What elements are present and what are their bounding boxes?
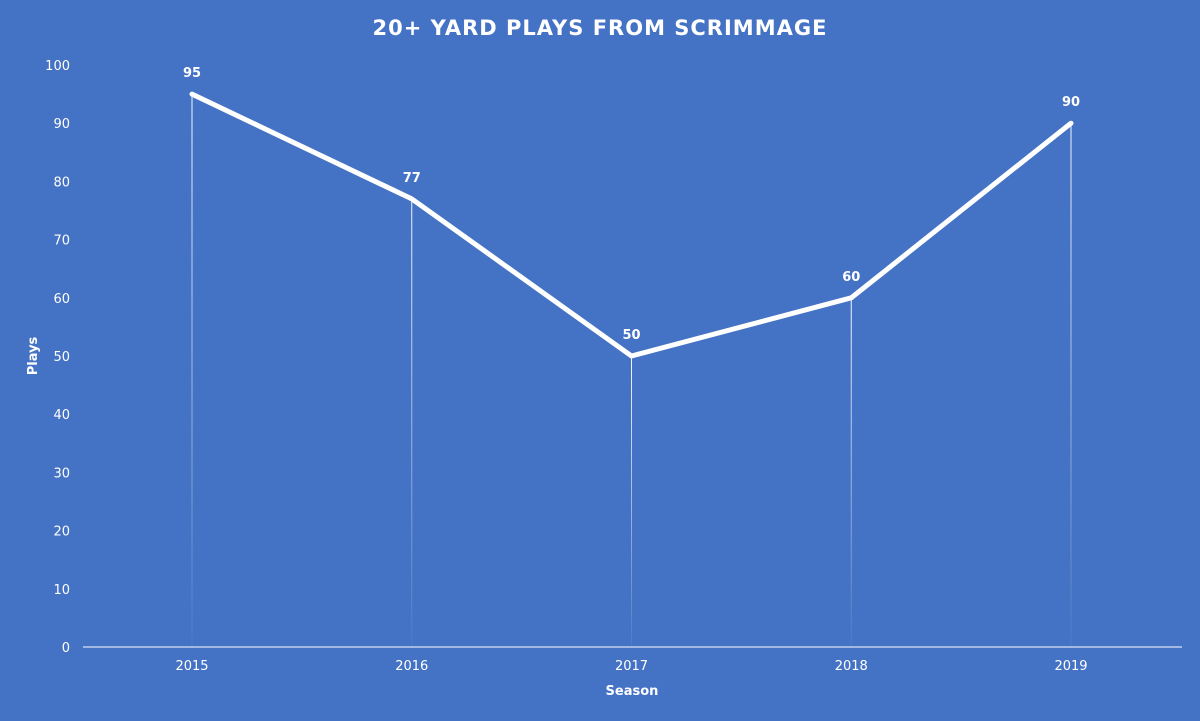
data-label: 95 <box>183 66 201 81</box>
x-tick-label: 2015 <box>175 659 208 674</box>
y-tick-label: 80 <box>53 175 70 190</box>
x-axis-ticks: 2015 2016 2017 2018 2019 <box>175 659 1087 674</box>
data-label: 77 <box>403 171 421 186</box>
x-tick-label: 2016 <box>395 659 428 674</box>
data-label: 50 <box>622 328 640 343</box>
x-tick-label: 2019 <box>1054 659 1087 674</box>
chart-title: 20+ YARD PLAYS FROM SCRIMMAGE <box>372 16 828 40</box>
y-tick-label: 40 <box>53 408 70 423</box>
y-axis-ticks: 0 10 20 30 40 50 60 70 80 90 100 <box>45 59 70 656</box>
y-tick-label: 30 <box>53 466 70 481</box>
data-label: 90 <box>1062 95 1080 110</box>
data-labels: 95 77 50 60 90 <box>183 66 1080 343</box>
data-label: 60 <box>842 270 860 285</box>
x-tick-label: 2017 <box>615 659 648 674</box>
y-tick-label: 60 <box>53 292 70 307</box>
series-line <box>189 91 1074 359</box>
y-tick-label: 70 <box>53 234 70 249</box>
y-tick-label: 10 <box>53 583 70 598</box>
x-tick-label: 2018 <box>835 659 868 674</box>
y-axis-title: Plays <box>26 336 41 375</box>
y-tick-label: 90 <box>53 117 70 132</box>
y-tick-label: 50 <box>53 350 70 365</box>
y-tick-label: 20 <box>53 525 70 540</box>
y-tick-label: 0 <box>62 641 70 656</box>
drop-lines <box>191 94 1072 648</box>
y-tick-label: 100 <box>45 59 70 74</box>
x-axis-title: Season <box>606 684 659 699</box>
